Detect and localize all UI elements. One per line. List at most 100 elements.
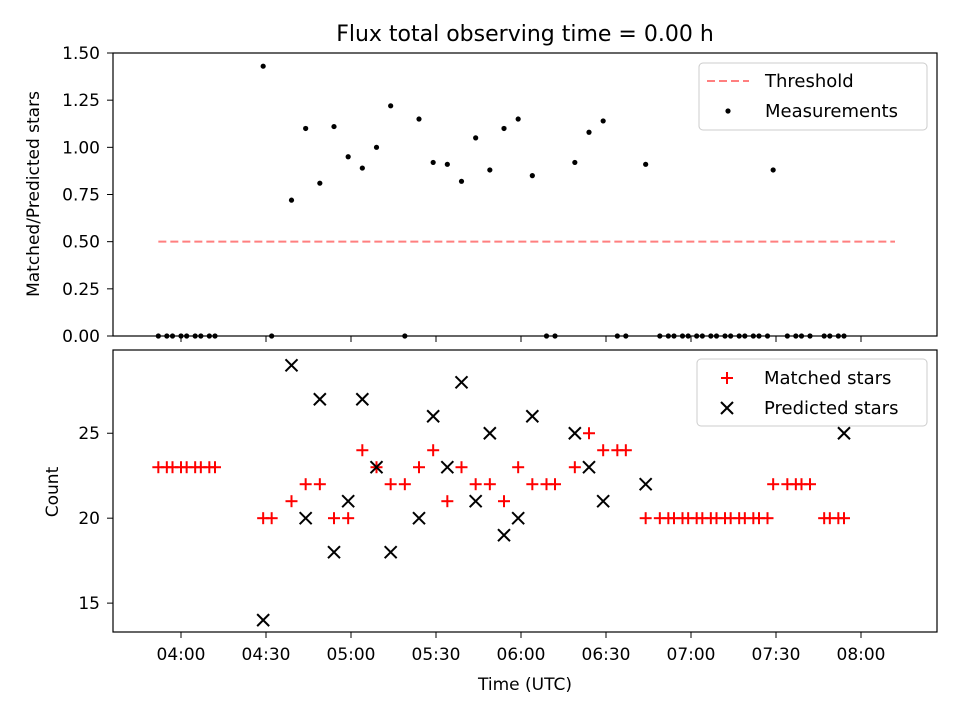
x-tick-label: 07:00 [667, 645, 716, 665]
matched-star-point [498, 495, 510, 508]
matched-star-point [384, 478, 397, 491]
measurement-point [388, 103, 394, 109]
top-legend: Threshold Measurements [698, 62, 928, 131]
predicted-star-point [440, 460, 455, 474]
top-legend-box [698, 62, 928, 131]
measurement-point [600, 118, 606, 124]
top-panel: Flux total observing time = 0.00 h Match… [24, 22, 938, 347]
x-b [440, 460, 455, 474]
y-tick-label: 1.00 [62, 138, 100, 158]
y-tick-label: 0.25 [62, 280, 100, 300]
matched-star-point [619, 444, 632, 457]
x-b [596, 494, 610, 508]
predicted-star-point [468, 494, 483, 508]
x-b [284, 358, 299, 372]
x-b [582, 460, 596, 474]
y-tick-label: 0.75 [62, 186, 100, 206]
matched-star-point [413, 461, 425, 474]
matched-star-point [441, 495, 454, 508]
predicted-star-point [837, 426, 851, 440]
bottom-y-axis-label: Count [43, 466, 63, 517]
predicted-star-point [596, 494, 610, 508]
x-b [327, 545, 341, 559]
matched-star-point [804, 478, 816, 491]
matched-star-point [639, 512, 652, 525]
x-b [256, 613, 270, 627]
measurement-point [373, 144, 380, 150]
matched-star-point [265, 512, 278, 525]
legend-threshold-label: Threshold [764, 71, 854, 92]
predicted-star-point [483, 426, 497, 440]
measurement-point [416, 116, 422, 122]
measurement-point [515, 116, 521, 122]
x-b [837, 426, 851, 440]
matched-star-point [512, 461, 525, 474]
predicted-star-point [284, 358, 299, 372]
legend-measurements-label: Measurements [765, 101, 898, 122]
x-tick-label: 06:30 [582, 645, 631, 665]
measurement-point [487, 167, 493, 173]
legend-measurements-marker [725, 108, 731, 114]
y-tick-label: 15 [78, 594, 100, 614]
measurement-point [317, 180, 323, 186]
x-b [497, 528, 511, 542]
predicted-star-point [412, 511, 426, 525]
matched-star-point [398, 478, 411, 491]
x-b [468, 494, 483, 508]
predicted-star-point [568, 426, 582, 440]
x-b [412, 511, 426, 525]
predicted-star-point [313, 392, 327, 406]
matched-star-point [356, 444, 369, 457]
bottom-panel: Count Time (UTC) 15 20 25 04:00 04:30 05:00 05… [43, 349, 938, 695]
measurement-point [501, 125, 507, 132]
matched-star-point [568, 461, 581, 474]
x-axis-label: Time (UTC) [477, 675, 572, 695]
legend-predicted-label: Predicted stars [764, 398, 898, 419]
x-b [298, 511, 313, 525]
predicted-star-point [327, 545, 341, 559]
matched-star-point [767, 478, 780, 491]
legend-matched-marker [721, 372, 733, 384]
legend-matched-label: Matched stars [764, 368, 891, 389]
predicted-star-point [341, 494, 355, 508]
y-tick-label: 20 [78, 509, 100, 529]
matched-star-point [342, 512, 355, 525]
x-b [313, 392, 327, 406]
bottom-plot-frame [112, 349, 938, 633]
matched-star-point [526, 478, 539, 491]
predicted-star-point [511, 511, 525, 525]
matched-star-point [583, 427, 595, 440]
matched-star-point [597, 444, 610, 457]
predicted-star-point [525, 409, 540, 423]
x-b [383, 545, 398, 559]
x-b [568, 426, 582, 440]
predicted-star-point [256, 613, 270, 627]
x-tick-label: 08:00 [837, 645, 886, 665]
x-tick-label: 07:30 [752, 645, 801, 665]
legend-predicted-marker [720, 401, 734, 415]
bottom-legend-box [696, 358, 928, 427]
measurement-point [473, 135, 479, 141]
y-tick-label: 1.25 [62, 91, 100, 111]
predicted-star-point [454, 375, 469, 389]
measurement-point [586, 129, 592, 135]
x-b [454, 375, 469, 389]
predicted-star-point [298, 511, 313, 525]
measurement-point [260, 63, 266, 69]
measurement-point [303, 125, 309, 132]
measurement-point [444, 161, 450, 167]
predicted-star-point [582, 460, 596, 474]
x-b [525, 409, 540, 423]
x-tick-label: 04:00 [157, 645, 206, 665]
x-tick-label: 04:30 [242, 645, 291, 665]
y-tick-label: 0.50 [62, 233, 100, 253]
predicted-star-point [497, 528, 511, 542]
top-chart-title: Flux total observing time = 0.00 h [336, 22, 714, 47]
matched-star-point [209, 461, 221, 474]
y-tick-label: 0.00 [62, 327, 100, 347]
x-b [341, 494, 355, 508]
predicted-star-point [369, 460, 384, 474]
measurement-point [529, 173, 535, 179]
predicted-star-point [383, 545, 398, 559]
